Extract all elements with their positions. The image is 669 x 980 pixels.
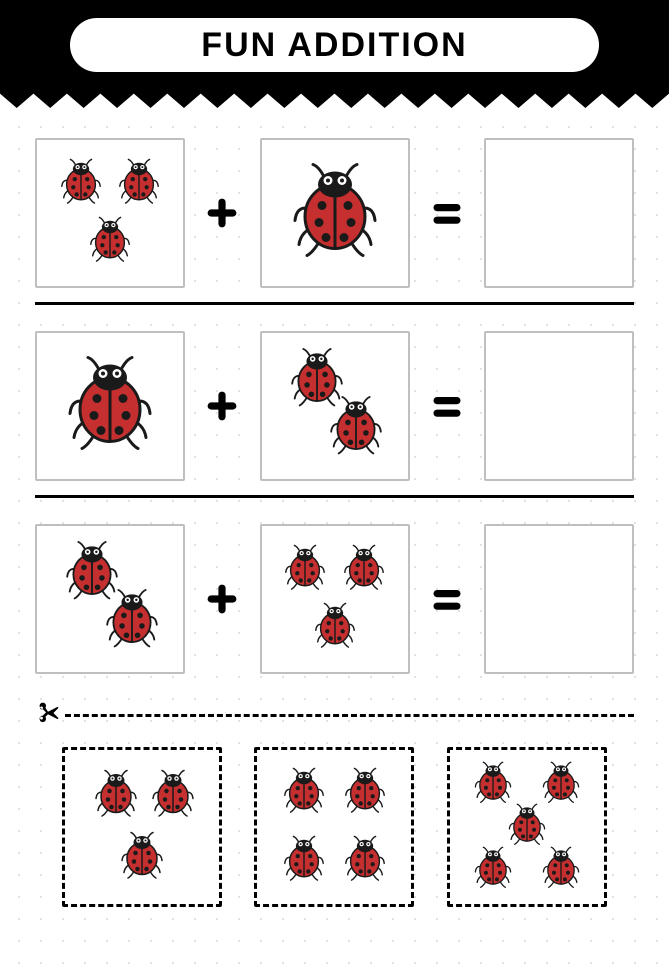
plus-icon (202, 581, 242, 617)
cut-line (35, 700, 634, 731)
addend-cell-left (35, 524, 185, 674)
answer-cell[interactable] (484, 331, 634, 481)
addend-cell-right (260, 524, 410, 674)
ladybug-icon (280, 767, 328, 820)
problem-row (35, 524, 634, 674)
header-bar: FUN ADDITION (0, 0, 669, 90)
ladybug-icon (539, 846, 583, 895)
ladybug-icon (505, 803, 549, 852)
addend-cell-left (35, 331, 185, 481)
addend-cell-right (260, 331, 410, 481)
plus-icon (202, 388, 242, 424)
answer-cell[interactable] (484, 524, 634, 674)
cutout-cell (62, 747, 222, 907)
equals-icon (427, 581, 467, 617)
ladybug-icon (340, 543, 388, 596)
scissors-icon (35, 700, 61, 731)
ladybug-icon (60, 354, 160, 459)
page-title: FUN ADDITION (201, 26, 467, 65)
ladybug-icon (281, 543, 329, 596)
cutout-cell (447, 747, 607, 907)
ladybug-icon (101, 587, 163, 654)
cut-dash-line (65, 714, 634, 717)
problem-row (35, 331, 634, 481)
cutout-cell (254, 747, 414, 907)
row-divider (35, 495, 634, 498)
cutouts-row (35, 747, 634, 907)
ladybug-icon (341, 767, 389, 820)
title-band: FUN ADDITION (70, 18, 599, 72)
ladybug-icon (285, 161, 385, 266)
zigzag-divider (0, 90, 669, 108)
ladybug-icon (280, 834, 328, 887)
answer-cell[interactable] (484, 138, 634, 288)
ladybug-icon (117, 830, 167, 885)
ladybug-icon (57, 157, 105, 210)
addend-cell-right (260, 138, 410, 288)
ladybug-icon (311, 602, 359, 655)
addend-cell-left (35, 138, 185, 288)
equals-icon (427, 388, 467, 424)
ladybug-icon (86, 216, 134, 269)
equals-icon (427, 195, 467, 231)
ladybug-icon (341, 834, 389, 887)
ladybug-icon (115, 157, 163, 210)
ladybug-icon (471, 846, 515, 895)
ladybug-icon (148, 769, 198, 824)
ladybug-icon (91, 769, 141, 824)
worksheet-content (0, 108, 669, 980)
plus-icon (202, 195, 242, 231)
ladybug-icon (325, 394, 387, 461)
problem-row (35, 138, 634, 288)
row-divider (35, 302, 634, 305)
